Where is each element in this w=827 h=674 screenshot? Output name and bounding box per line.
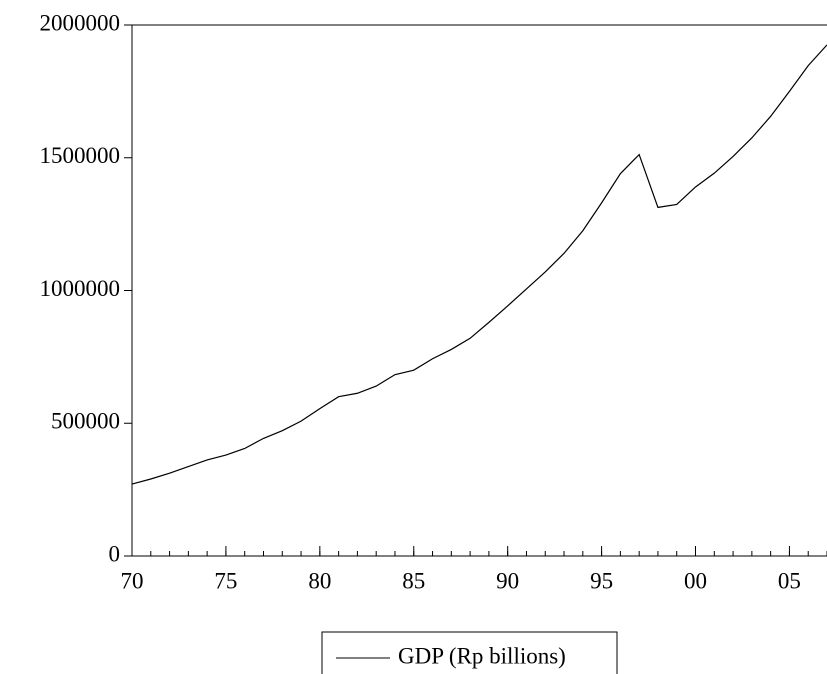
x-tick-label: 70 [121,568,144,593]
y-tick-label: 0 [109,541,121,566]
x-tick-label: 90 [496,568,519,593]
y-tick-label: 1000000 [40,276,121,301]
data-line [131,44,827,485]
x-tick-label: 00 [684,568,707,593]
legend-label: GDP (Rp billions) [398,643,566,668]
x-tick-label: 85 [402,568,425,593]
x-tick-label: 80 [308,568,331,593]
x-tick-label: 05 [778,568,801,593]
x-tick-label: 95 [590,568,613,593]
legend-box [321,631,618,674]
y-tick-label: 500000 [51,409,120,434]
y-tick-label: 1500000 [40,143,121,168]
x-tick-label: 75 [214,568,237,593]
y-tick-label: 2000000 [40,10,121,35]
